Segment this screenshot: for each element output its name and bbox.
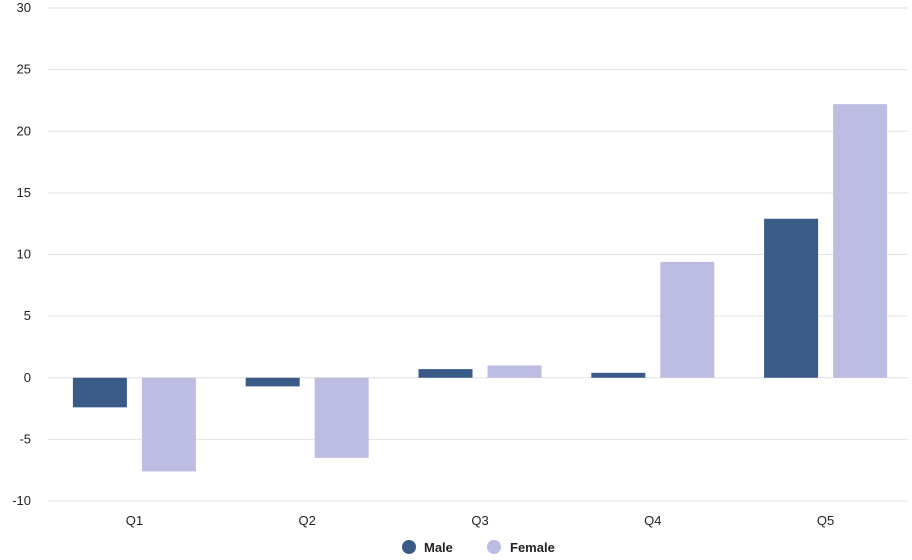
y-tick-label: 25 — [17, 62, 31, 77]
bars — [72, 104, 888, 472]
bar-male-q2 — [245, 377, 300, 387]
bar-male-q5 — [764, 218, 819, 378]
y-tick-label: 5 — [24, 308, 31, 323]
bar-female-q1 — [141, 377, 196, 472]
bar-male-q3 — [418, 369, 473, 378]
legend-swatch-female — [487, 540, 501, 554]
x-tick-label: Q2 — [299, 513, 316, 528]
y-tick-label: -5 — [19, 431, 31, 446]
bar-female-q4 — [660, 261, 715, 378]
bar-male-q1 — [72, 377, 127, 408]
bar-female-q2 — [314, 377, 369, 458]
legend: Male Female — [402, 540, 555, 555]
legend-swatch-male — [402, 540, 416, 554]
y-tick-label: -10 — [12, 493, 31, 508]
x-tick-label: Q3 — [471, 513, 488, 528]
y-tick-label: 10 — [17, 247, 31, 262]
bar-female-q5 — [833, 104, 888, 378]
y-tick-label: 0 — [24, 370, 31, 385]
y-axis-ticks: 30 25 20 15 10 5 0 -5 -10 — [12, 0, 31, 508]
x-axis-ticks: Q1 Q2 Q3 Q4 Q5 — [126, 513, 835, 528]
bar-female-q3 — [487, 365, 542, 378]
legend-label-male: Male — [424, 540, 453, 555]
x-tick-label: Q1 — [126, 513, 143, 528]
y-tick-label: 15 — [17, 185, 31, 200]
bar-male-q4 — [591, 372, 646, 378]
y-tick-label: 20 — [17, 123, 31, 138]
x-tick-label: Q4 — [644, 513, 661, 528]
x-tick-label: Q5 — [817, 513, 834, 528]
y-tick-label: 30 — [17, 0, 31, 15]
legend-label-female: Female — [510, 540, 555, 555]
